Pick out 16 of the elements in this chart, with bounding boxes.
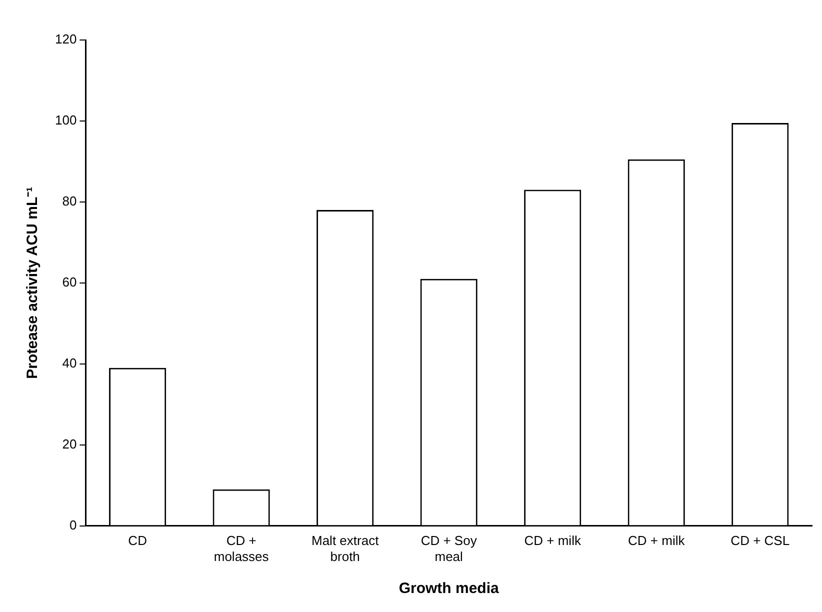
y-tick-label: 60 [62,274,77,290]
x-tick-label: Malt extract broth [311,533,380,564]
y-tick-label: 20 [62,436,77,452]
x-tick-label: CD + molasses [214,533,270,564]
x-tick-label: CD + CSL [730,533,790,548]
y-tick-label: 0 [69,517,77,532]
y-tick-label: 120 [54,32,77,47]
x-tick-label: CD + milk [524,533,582,548]
x-tick-label: CD [128,533,147,548]
y-tick-label: 80 [62,194,77,209]
y-axis-title: Protease activity ACU mL⁻¹ [24,186,42,379]
y-tick-label: 100 [54,112,77,128]
x-axis-title: Growth media [398,580,500,598]
x-tick-label: CD + Soy meal [420,533,478,564]
x-tick-label: CD + milk [628,533,686,548]
y-tick-label: 40 [62,355,77,370]
